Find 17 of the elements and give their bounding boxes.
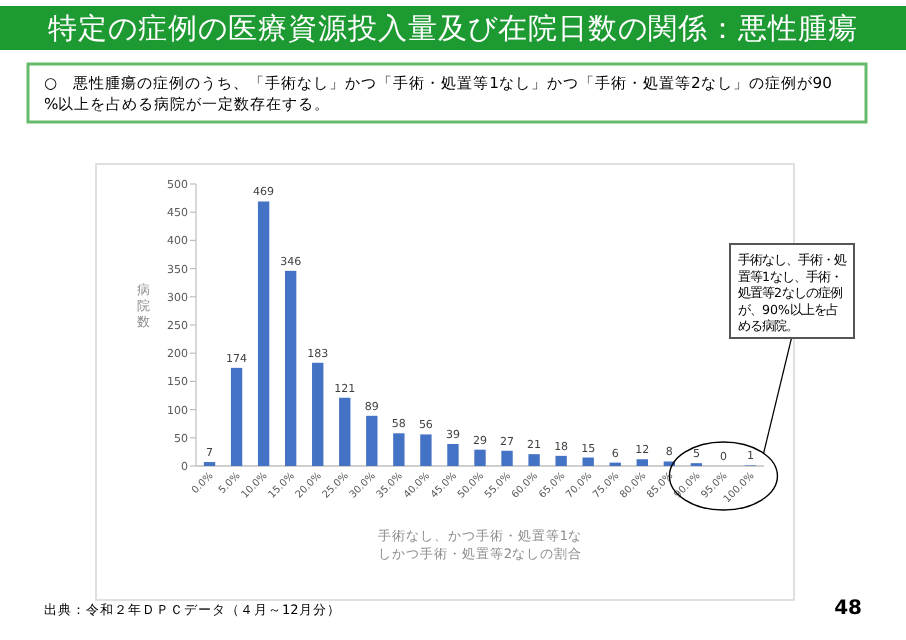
bar bbox=[257, 201, 270, 466]
bar bbox=[447, 444, 459, 466]
bar bbox=[528, 454, 540, 466]
text: 48 bbox=[834, 598, 863, 620]
chart-title: 特定の症例の医療資源投入量及び在院日数の関係：悪性腫瘍 bbox=[48, 12, 858, 46]
bar bbox=[312, 362, 324, 466]
bar bbox=[393, 433, 405, 466]
bar bbox=[474, 449, 486, 466]
bar bbox=[501, 450, 513, 466]
bar bbox=[555, 455, 567, 466]
bar bbox=[230, 367, 243, 466]
bar bbox=[339, 397, 351, 466]
bar bbox=[420, 434, 432, 466]
bar bbox=[366, 415, 378, 466]
bar bbox=[582, 457, 594, 466]
bar bbox=[284, 270, 297, 466]
bar bbox=[636, 459, 648, 466]
